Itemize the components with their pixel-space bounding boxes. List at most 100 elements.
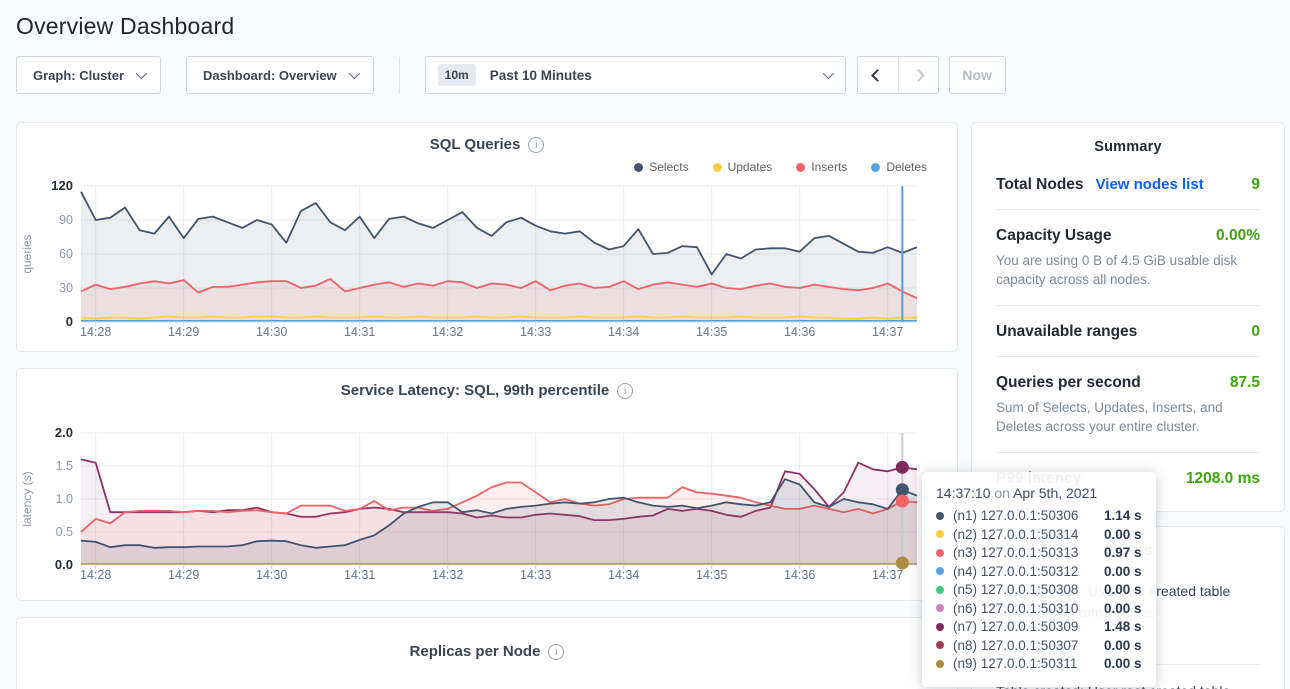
svg-text:14:30: 14:30 <box>256 568 287 582</box>
queries-per-second-description: Sum of Selects, Updates, Inserts, and De… <box>996 399 1223 434</box>
legend-item-updates[interactable]: Updates <box>712 158 772 176</box>
legend-dot <box>871 162 881 172</box>
info-icon[interactable]: i <box>528 136 545 153</box>
sql-queries-title: SQL Queries <box>429 136 521 153</box>
unavailable-ranges-value: 0 <box>1251 322 1260 340</box>
dashboard-selector-label: Dashboard: Overview <box>203 67 337 83</box>
svg-text:30: 30 <box>59 281 73 295</box>
svg-text:1.5: 1.5 <box>56 459 73 473</box>
svg-text:2.0: 2.0 <box>55 425 73 440</box>
legend-dot <box>712 162 722 172</box>
events-panel: Events Table created: User root created … <box>971 525 1285 689</box>
svg-text:14:28: 14:28 <box>80 325 111 339</box>
events-title: Events <box>1103 542 1153 559</box>
queries-per-second-value: 87.5 <box>1229 373 1260 391</box>
p99-latency-value: 1208.0 ms <box>1185 469 1260 487</box>
svg-text:14:28: 14:28 <box>80 568 111 582</box>
summary-row-total-nodes: Total Nodes View nodes list 9 <box>996 159 1260 210</box>
events-list: Table created: User root created table m… <box>996 581 1260 689</box>
time-range-label: Past 10 Minutes <box>489 67 592 83</box>
service-latency-title: Service Latency: SQL, 99th percentile <box>340 382 610 399</box>
svg-text:14:35: 14:35 <box>696 325 727 339</box>
svg-text:14:34: 14:34 <box>608 325 639 339</box>
time-step-forward-button[interactable] <box>897 57 938 93</box>
svg-text:14:34: 14:34 <box>608 568 639 582</box>
summary-row-capacity: Capacity Usage 0.00% You are using 0 B o… <box>996 210 1260 306</box>
summary-row-qps: Queries per second 87.5 Sum of Selects, … <box>996 357 1260 453</box>
toolbar-divider <box>398 56 400 94</box>
view-nodes-list-link[interactable]: View nodes list <box>1095 176 1204 193</box>
queries-per-second-label: Queries per second <box>996 373 1141 391</box>
summary-row-unavailable-ranges: Unavailable ranges 0 <box>996 306 1260 357</box>
svg-text:14:37: 14:37 <box>872 568 903 582</box>
svg-text:14:31: 14:31 <box>344 568 375 582</box>
event-item[interactable]: Table created: User root created table m… <box>996 681 1260 689</box>
total-nodes-value: 9 <box>1251 176 1260 193</box>
legend-item-inserts[interactable]: Inserts <box>796 158 847 176</box>
svg-text:queries: queries <box>20 234 34 273</box>
svg-text:1.0: 1.0 <box>56 492 73 506</box>
sidebar-column: Summary Total Nodes View nodes list 9 Ca… <box>971 122 1285 689</box>
summary-panel: Summary Total Nodes View nodes list 9 Ca… <box>971 122 1285 512</box>
svg-text:14:36: 14:36 <box>784 325 815 339</box>
sql-queries-panel: SQL Queries i Selects Updates Inserts Delet… <box>16 122 958 352</box>
svg-text:14:29: 14:29 <box>168 325 199 339</box>
sql-legend: Selects Updates Inserts Deletes <box>17 158 957 176</box>
summary-row-p99-latency: P99 latency 1208.0 ms <box>996 453 1260 503</box>
svg-text:0.0: 0.0 <box>55 557 73 572</box>
chevron-down-icon <box>822 67 834 80</box>
time-range-dropdown[interactable]: 10m Past 10 Minutes <box>424 56 846 94</box>
dashboard-selector-dropdown[interactable]: Dashboard: Overview <box>186 56 374 94</box>
graph-selector-dropdown[interactable]: Graph: Cluster <box>16 56 162 94</box>
chevron-right-icon <box>911 68 925 82</box>
legend-item-deletes[interactable]: Deletes <box>871 158 927 176</box>
svg-text:0.5: 0.5 <box>56 525 73 539</box>
chevron-left-icon <box>871 68 885 82</box>
svg-text:14:35: 14:35 <box>696 568 727 582</box>
info-icon[interactable]: i <box>617 382 634 399</box>
svg-text:0: 0 <box>66 314 73 329</box>
svg-text:14:37: 14:37 <box>872 325 903 339</box>
unavailable-ranges-label: Unavailable ranges <box>996 322 1138 340</box>
service-latency-chart[interactable]: 14:28 14:29 14:30 14:31 14:32 14:33 14:34 14:35… <box>17 411 957 597</box>
service-latency-panel: Service Latency: SQL, 99th percentile i … <box>16 368 958 601</box>
chevron-down-icon <box>348 67 360 80</box>
chevron-down-icon <box>135 67 148 80</box>
graph-selector-label: Graph: Cluster <box>33 67 125 83</box>
replicas-per-node-panel: Replicas per Node i <box>16 617 958 689</box>
total-nodes-label: Total Nodes <box>996 176 1084 193</box>
p99-latency-label: P99 latency <box>996 469 1082 487</box>
now-button[interactable]: Now <box>948 56 1006 94</box>
time-step-buttons <box>856 56 939 94</box>
page-title: Overview Dashboard <box>16 13 235 39</box>
svg-text:120: 120 <box>51 178 73 193</box>
event-item[interactable]: Table created: User root created table m… <box>996 581 1260 665</box>
capacity-usage-description: You are using 0 B of 4.5 GiB usable disk… <box>996 253 1238 287</box>
svg-text:14:30: 14:30 <box>256 325 287 339</box>
svg-text:14:32: 14:32 <box>432 568 463 582</box>
svg-text:14:29: 14:29 <box>168 568 199 582</box>
sql-queries-chart[interactable]: 14:28 14:29 14:30 14:31 14:32 14:33 14:34 14:35… <box>17 176 957 342</box>
replicas-per-node-title: Replicas per Node <box>409 643 541 660</box>
svg-text:14:31: 14:31 <box>344 325 375 339</box>
svg-text:14:32: 14:32 <box>432 325 463 339</box>
svg-text:14:33: 14:33 <box>520 568 551 582</box>
svg-text:60: 60 <box>59 247 73 261</box>
legend-dot <box>796 162 806 172</box>
legend-item-selects[interactable]: Selects <box>634 158 689 176</box>
time-range-badge: 10m <box>437 64 476 86</box>
charts-column: SQL Queries i Selects Updates Inserts Delet… <box>16 122 958 689</box>
time-step-back-button[interactable] <box>858 57 898 93</box>
summary-title: Summary <box>1094 139 1162 155</box>
svg-text:14:33: 14:33 <box>520 325 551 339</box>
svg-text:14:36: 14:36 <box>784 568 815 582</box>
info-icon[interactable]: i <box>548 643 565 660</box>
capacity-usage-value: 0.00% <box>1216 227 1260 244</box>
svg-text:latency (s): latency (s) <box>20 471 34 526</box>
capacity-usage-label: Capacity Usage <box>996 227 1112 244</box>
toolbar: Graph: Cluster Dashboard: Overview 10m P… <box>16 56 1274 94</box>
legend-dot <box>634 162 644 172</box>
svg-text:90: 90 <box>59 213 73 227</box>
main-content: SQL Queries i Selects Updates Inserts Delet… <box>16 122 1285 689</box>
